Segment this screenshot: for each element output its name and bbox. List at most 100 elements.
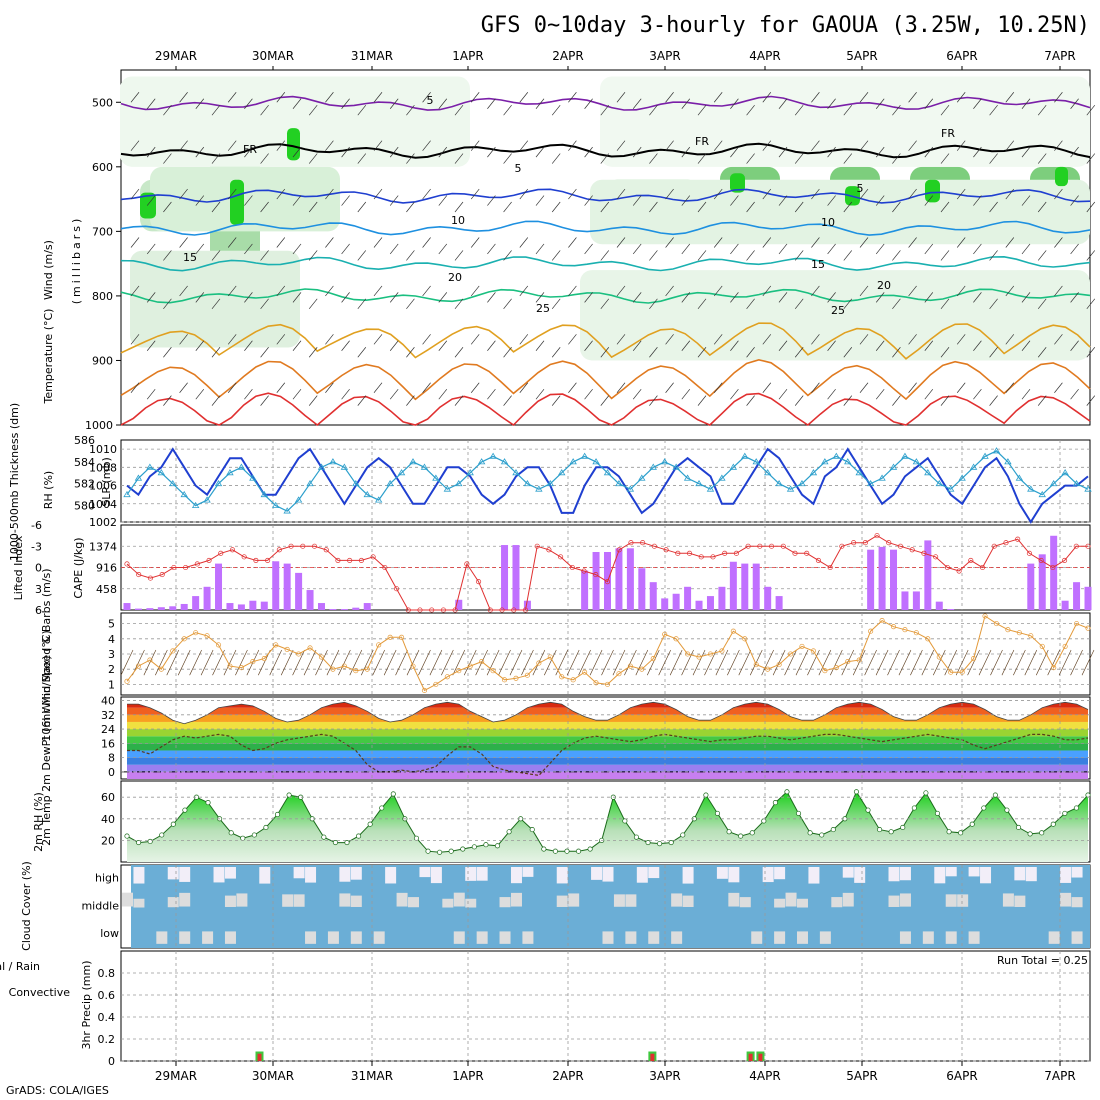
wind-barb [892, 153, 901, 164]
wind-barb [859, 382, 869, 393]
wind-barb [665, 237, 674, 248]
precip-conv-label: Convective [9, 986, 71, 999]
cloud-ylabel: Cloud Cover (%) [20, 861, 33, 951]
date-label-top: 1APR [452, 49, 483, 63]
cloud-gap [808, 867, 820, 884]
rh-point [680, 832, 686, 838]
wind-barb [649, 104, 658, 116]
wind-barb [503, 250, 512, 261]
li-point [171, 564, 177, 571]
thickness-point [523, 479, 532, 487]
upper-air-unit: (millibars) [70, 216, 83, 305]
cloud-cover-panel: high middle low [81, 865, 1090, 948]
wind-barb [551, 153, 561, 164]
cloud-gap [350, 931, 362, 944]
wind-barb [794, 250, 804, 261]
rh-point [772, 800, 778, 806]
wind-barb [600, 298, 610, 310]
wind-speed-point [753, 662, 759, 668]
precip-tick-label: 0.2 [98, 1033, 116, 1046]
wind-barb [195, 98, 205, 109]
wind-barb [818, 649, 832, 676]
rh-point [1085, 792, 1091, 798]
wind-barb [521, 649, 534, 676]
li-point [183, 564, 189, 571]
wind-barb [276, 285, 286, 297]
thickness-tick-label: 586 [74, 434, 95, 447]
wind-barb [429, 649, 443, 676]
wind-barb [211, 347, 221, 358]
wind-barb [778, 340, 788, 351]
wind-barb [389, 340, 399, 351]
rh-point [170, 821, 176, 827]
thickness-point [489, 452, 497, 459]
thickness-point [432, 474, 440, 481]
isotherm-line [120, 95, 1091, 111]
li-point [921, 550, 927, 556]
wind-barb [535, 340, 545, 351]
wind-speed-point [616, 671, 622, 677]
wind-barb [730, 195, 739, 206]
wind-barb [325, 285, 334, 297]
wind-barb [470, 237, 480, 248]
thickness-point [466, 469, 474, 476]
wind-barb [406, 395, 415, 406]
wind-barb [438, 98, 448, 109]
date-label-bottom: 1APR [452, 1069, 483, 1083]
temp-band [127, 764, 1088, 772]
wind-tick-label: 1 [108, 678, 115, 691]
rh-point [853, 789, 859, 795]
li-point [276, 547, 282, 553]
wind-speed-point [856, 657, 862, 663]
wind-barb [632, 292, 642, 303]
wind-barb [389, 388, 399, 400]
contour-label: FR [695, 135, 709, 148]
cloud-gap [819, 931, 831, 944]
wind-barb [649, 347, 658, 358]
rh-point [494, 843, 501, 849]
rh-point [981, 805, 987, 811]
wind-barb [325, 334, 334, 345]
date-label-bottom: 4APR [749, 1069, 780, 1083]
thickness-point [272, 501, 280, 509]
wind-speed-point [1051, 665, 1057, 671]
wind-speed-point [547, 654, 553, 660]
wind-barb [227, 237, 237, 248]
thickness-point [1038, 490, 1046, 498]
wind-speed-point [982, 613, 988, 619]
cloud-gap [179, 892, 191, 907]
li-point [534, 543, 540, 549]
wind-barb [584, 292, 593, 303]
wind-barb [438, 195, 448, 206]
y-tick-label: 900 [92, 354, 113, 367]
thickness-point [924, 469, 932, 476]
thickness-point [374, 496, 383, 503]
wind-barb [1037, 104, 1047, 116]
slp-tick-label: 1006 [89, 480, 117, 493]
wind-barb [438, 146, 448, 158]
contour-label: 15 [183, 251, 197, 264]
cape-bar [695, 600, 703, 610]
wind-barb [1070, 146, 1079, 158]
thickness-point [260, 490, 268, 498]
wind-barb [1054, 285, 1063, 297]
thickness-point [901, 452, 909, 459]
wind-barb [212, 649, 225, 676]
wind-barb [551, 250, 561, 261]
wind-barb [357, 347, 367, 358]
cape-bar [741, 563, 749, 610]
li-point [897, 543, 904, 549]
cloud-gap [122, 892, 133, 907]
thickness-point [1084, 485, 1092, 492]
wind-barb [989, 250, 998, 261]
thickness-point [157, 469, 166, 476]
wind-speed-point [513, 675, 519, 681]
wind-barb [616, 334, 626, 345]
wind-barb [1086, 298, 1096, 310]
wind-barb [227, 334, 237, 345]
wind-barb [146, 340, 156, 351]
wind-barb [244, 388, 253, 400]
thickness-point [580, 452, 589, 459]
date-label-bottom: 6APR [946, 1069, 977, 1083]
cloud-gap [350, 867, 362, 880]
